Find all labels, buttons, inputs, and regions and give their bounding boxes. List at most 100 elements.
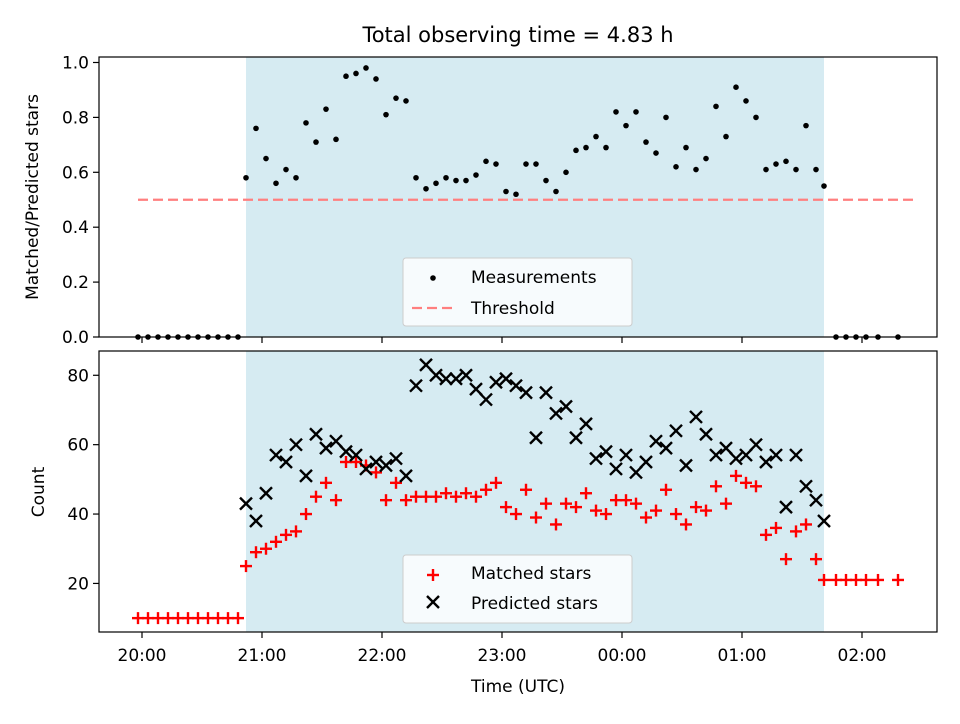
- measurement-point: [683, 144, 689, 151]
- matched-star-point: [380, 494, 392, 507]
- matched-star-point: [818, 573, 830, 586]
- measurement-point: [573, 147, 579, 154]
- predicted-star-point: [519, 385, 533, 400]
- predicted-star-stroke: [399, 469, 413, 483]
- matched-star-point: [250, 546, 262, 559]
- predicted-star-stroke: [479, 392, 493, 407]
- measurement-point: [473, 172, 479, 178]
- predicted-star-point: [299, 469, 313, 483]
- top-panel: 0.0 0.2 0.4 0.6 0.8 1.0 Matched/Predicted sta…: [23, 53, 938, 348]
- matched-star-point: [530, 511, 542, 524]
- predicted-star-stroke: [319, 441, 333, 455]
- predicted-star-stroke: [429, 368, 443, 383]
- predicted-star-stroke: [779, 500, 793, 514]
- predicted-star-point: [669, 423, 683, 438]
- matched-star-point: [650, 504, 662, 517]
- top-y-axis-label: Matched/Predicted stars: [23, 94, 43, 300]
- x-tick-label: 01:00: [718, 646, 767, 666]
- matched-star-point: [330, 494, 342, 507]
- measurement-point: [793, 166, 799, 173]
- predicted-star-point: [719, 441, 733, 455]
- matched-star-point: [740, 476, 752, 489]
- legend-measurements-label: Measurements: [471, 268, 597, 288]
- measurement-point: [693, 166, 699, 173]
- predicted-star-point: [249, 514, 263, 528]
- predicted-star-stroke: [739, 448, 753, 462]
- predicted-star-point: [769, 448, 783, 462]
- legend-threshold-label: Threshold: [470, 299, 555, 319]
- measurement-point: [273, 180, 279, 187]
- matched-star-point: [370, 466, 382, 479]
- predicted-star-point: [799, 479, 813, 494]
- x-tick-label: 21:00: [238, 646, 287, 666]
- predicted-star-point: [599, 444, 613, 459]
- predicted-star-stroke: [669, 423, 683, 438]
- predicted-star-stroke: [289, 437, 303, 452]
- matched-star-point: [320, 476, 332, 489]
- predicted-star-point: [749, 437, 763, 452]
- measurement-point: [633, 109, 639, 115]
- predicted-star-point: [759, 455, 773, 469]
- predicted-star-point: [419, 358, 433, 372]
- predicted-star-point: [339, 444, 353, 459]
- predicted-star-stroke: [439, 371, 453, 386]
- predicted-star-stroke: [719, 441, 733, 455]
- predicted-star-point: [489, 375, 503, 390]
- measurement-point: [263, 155, 269, 162]
- predicted-star-point: [789, 448, 803, 462]
- predicted-star-point: [817, 514, 831, 528]
- predicted-star-point: [779, 500, 793, 514]
- predicted-star-point: [449, 371, 463, 386]
- predicted-stars-layer: [239, 358, 831, 528]
- predicted-star-stroke: [279, 455, 293, 469]
- predicted-star-stroke: [749, 437, 763, 452]
- predicted-star-point: [809, 493, 823, 508]
- predicted-star-point: [379, 458, 393, 473]
- measurement-point: [733, 84, 739, 90]
- top-legend: Measurements Threshold: [402, 257, 633, 327]
- matched-star-point: [580, 487, 592, 500]
- predicted-star-stroke: [349, 448, 363, 462]
- predicted-star-point: [259, 486, 273, 501]
- measurement-point: [653, 150, 659, 156]
- bottom-y-ticks: 20 40 60 80: [67, 366, 99, 594]
- top-y-tick-label: 0.8: [62, 108, 89, 128]
- predicted-star-stroke: [389, 451, 403, 466]
- bottom-legend: Matched stars Predicted stars: [402, 554, 633, 624]
- predicted-star-point: [639, 455, 653, 469]
- predicted-star-stroke: [249, 514, 263, 528]
- predicted-star-stroke: [489, 375, 503, 390]
- measurement-point: [463, 177, 469, 184]
- predicted-star-point: [349, 448, 363, 462]
- measurement-point: [753, 114, 759, 121]
- matched-star-point: [480, 483, 492, 496]
- predicted-star-point: [659, 441, 673, 455]
- bottom-y-tick-label: 80: [67, 366, 89, 386]
- matched-star-point: [430, 490, 442, 503]
- predicted-star-point: [629, 465, 643, 480]
- predicted-star-point: [739, 448, 753, 462]
- matched-star-point: [440, 487, 452, 500]
- predicted-star-stroke: [817, 514, 831, 528]
- predicted-star-point: [609, 462, 623, 476]
- predicted-star-stroke: [809, 493, 823, 508]
- measurement-point: [493, 161, 499, 167]
- measurement-point: [353, 70, 359, 77]
- x-tick-label: 20:00: [118, 646, 167, 666]
- predicted-star-point: [309, 427, 323, 442]
- matched-star-point: [232, 612, 244, 625]
- x-axis-label: Time (UTC): [470, 677, 565, 697]
- predicted-star-point: [679, 458, 693, 473]
- matched-star-point: [470, 490, 482, 503]
- measurement-point: [383, 111, 389, 118]
- measurement-point: [253, 125, 259, 132]
- measurement-point: [403, 98, 409, 104]
- predicted-star-stroke: [309, 427, 323, 442]
- predicted-star-point: [329, 434, 343, 449]
- measurement-point: [673, 164, 679, 170]
- predicted-star-stroke: [449, 371, 463, 386]
- predicted-star-stroke: [689, 410, 703, 424]
- matched-star-point: [520, 483, 532, 496]
- measurement-point: [663, 114, 669, 121]
- predicted-star-stroke: [499, 371, 513, 386]
